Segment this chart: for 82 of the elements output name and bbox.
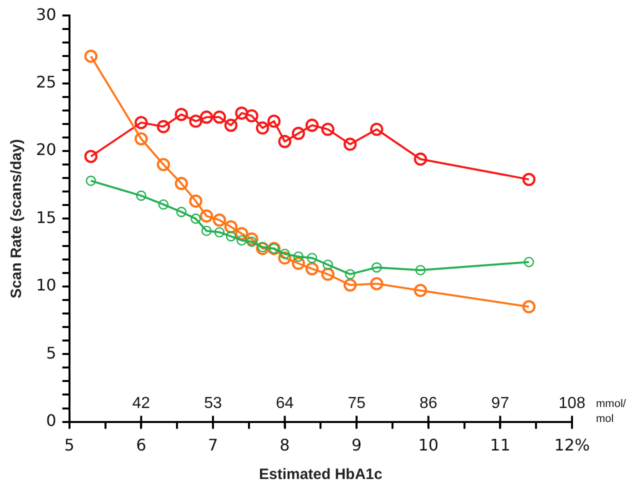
point [174, 108, 188, 122]
x-tick-label: 10 [418, 436, 439, 455]
point [201, 226, 212, 236]
point [522, 172, 536, 186]
point [414, 152, 428, 166]
point [321, 122, 334, 136]
y-tick-label: 5 [46, 343, 56, 362]
point [136, 190, 146, 201]
point [235, 226, 248, 240]
point [212, 110, 226, 124]
x-tick-label: 9 [351, 436, 362, 455]
y-tick-label: 10 [36, 276, 56, 295]
point [278, 251, 292, 265]
point [156, 120, 170, 134]
x2-tick-label: 53 [204, 395, 222, 412]
x-tick-label: 12% [554, 436, 590, 455]
y-tick-label: 20 [36, 140, 56, 160]
point [256, 121, 270, 135]
point [226, 231, 236, 242]
point [256, 242, 270, 256]
point [414, 284, 428, 298]
point [224, 220, 238, 234]
x2-tick-label: 64 [276, 395, 294, 412]
point [200, 110, 214, 124]
point [200, 209, 214, 223]
x-axis-title: Estimated HbA1c [258, 466, 382, 484]
y-tick-label: 25 [36, 72, 56, 92]
point [214, 227, 225, 238]
point [189, 194, 202, 208]
y-tick-label: 15 [36, 208, 56, 227]
point [224, 118, 238, 132]
x-tick-label: 11 [490, 436, 510, 455]
point [280, 248, 290, 260]
point [176, 206, 187, 218]
point [156, 158, 170, 172]
point [370, 277, 384, 290]
x-tick-label: 5 [64, 436, 74, 455]
point [86, 176, 96, 186]
point [174, 176, 188, 190]
point [236, 235, 247, 246]
point [372, 262, 382, 273]
point [267, 114, 281, 128]
point [306, 252, 318, 264]
x-tick-label: 8 [280, 436, 290, 455]
point [522, 300, 536, 314]
point [370, 122, 384, 136]
y-tick-label: 0 [46, 410, 56, 430]
x2-tick-label: 86 [419, 395, 438, 412]
x2-tick-label: 42 [132, 395, 150, 412]
point [305, 262, 319, 276]
y-axis-title: Scan Rate (scans/day) [8, 139, 26, 298]
point [84, 50, 98, 63]
point [278, 134, 292, 148]
x-tick-label: 7 [208, 436, 218, 455]
point [524, 256, 534, 268]
point [189, 114, 202, 128]
point [245, 232, 258, 246]
point [134, 132, 148, 146]
point [344, 269, 356, 280]
y-tick-label: 30 [36, 4, 56, 24]
x2-axis-title: mmol/mol [596, 398, 627, 425]
point [257, 242, 268, 252]
point [84, 150, 98, 164]
point [293, 251, 304, 262]
point [344, 278, 357, 292]
point [321, 268, 334, 281]
point [292, 126, 306, 140]
point [245, 109, 258, 122]
x2-tick-label: 97 [491, 395, 510, 412]
x2-tick-label: 108 [558, 395, 586, 412]
point [305, 118, 319, 132]
point [322, 260, 334, 270]
point [158, 199, 169, 210]
point [190, 214, 201, 224]
point [292, 256, 306, 270]
point [344, 138, 357, 151]
x-tick-label: 6 [136, 436, 146, 455]
point [415, 265, 426, 276]
point [134, 116, 148, 130]
x2-tick-label: 75 [348, 395, 366, 412]
point [212, 213, 226, 227]
point [235, 106, 248, 120]
